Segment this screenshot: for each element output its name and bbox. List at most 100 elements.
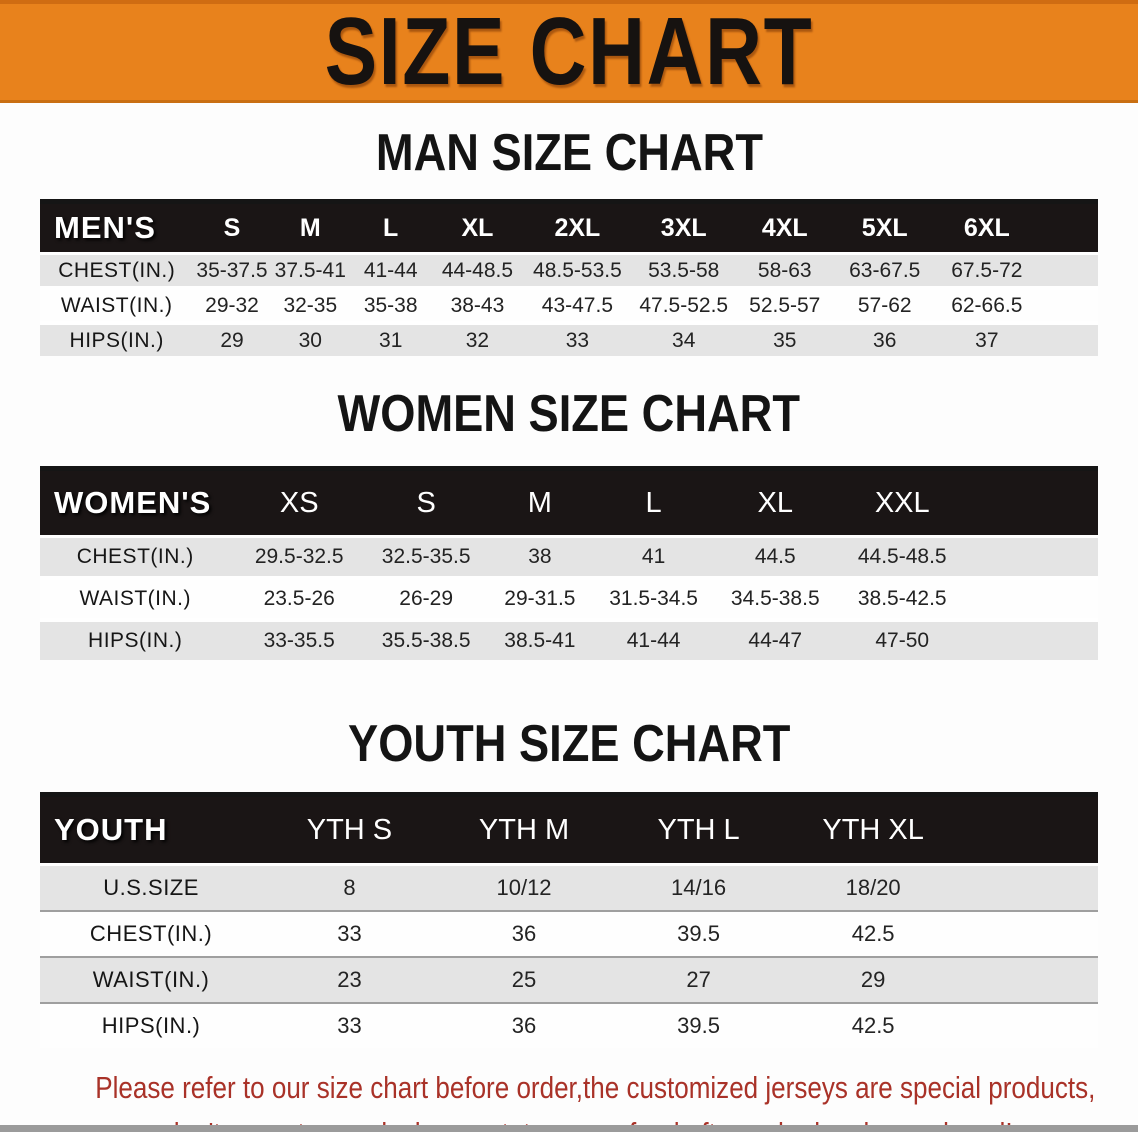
women-row-hips-in: HIPS(IN.) 33-35.5 35.5-38.5 38.5-41 41-44 44-… bbox=[40, 618, 1098, 660]
men-corner-label: MEN'S bbox=[40, 200, 194, 254]
men-row-label-waist-in: WAIST(IN.) bbox=[40, 286, 194, 323]
women-header-filler bbox=[965, 467, 1098, 537]
youth-chest-in-yth-xl: 42.5 bbox=[785, 910, 961, 957]
women-chest-in-xxl: 44.5-48.5 bbox=[838, 535, 966, 578]
men-hips-in-l: 31 bbox=[349, 321, 432, 356]
men-hips-in-6xl: 37 bbox=[936, 321, 1038, 356]
men-chest-in-xl: 44-48.5 bbox=[431, 252, 524, 288]
women-row-chest-in: CHEST(IN.) 29.5-32.5 32.5-35.5 38 41 44.5 44.5… bbox=[40, 535, 1098, 578]
women-waist-in-xs: 23.5-26 bbox=[230, 576, 368, 620]
men-hips-in-m: 30 bbox=[270, 321, 350, 356]
men-hips-in-xl: 32 bbox=[431, 321, 524, 356]
youth-waist-in-yth-l: 27 bbox=[611, 956, 786, 1003]
women-waist-in-m: 29-31.5 bbox=[484, 576, 596, 620]
men-row-label-chest-in: CHEST(IN.) bbox=[40, 252, 194, 288]
men-col-header-2xl: 2XL bbox=[523, 200, 632, 254]
men-row-filler bbox=[1037, 252, 1098, 288]
men-hips-in-5xl: 36 bbox=[833, 321, 937, 356]
youth-row-label-chest-in: CHEST(IN.) bbox=[40, 910, 263, 957]
youth-hips-in-yth-xl: 42.5 bbox=[785, 1002, 961, 1048]
youth-section-heading-text: YOUTH SIZE CHART bbox=[347, 715, 791, 773]
disclaimer-line-1: Please refer to our size chart before or… bbox=[0, 1068, 1138, 1114]
men-section-heading: MAN SIZE CHART bbox=[0, 125, 1138, 181]
women-chest-in-l: 41 bbox=[595, 535, 712, 578]
disclaimer: Please refer to our size chart before or… bbox=[0, 1068, 1138, 1132]
youth-hips-in-yth-s: 33 bbox=[262, 1002, 437, 1048]
women-row-filler bbox=[965, 576, 1098, 620]
youth-row-filler bbox=[960, 956, 1098, 1003]
youth-chest-in-yth-l: 39.5 bbox=[611, 910, 786, 957]
men-col-header-s: S bbox=[193, 200, 271, 254]
men-row-hips-in: HIPS(IN.) 29 30 31 32 33 34 35 36 37 bbox=[40, 321, 1098, 356]
women-waist-in-l: 31.5-34.5 bbox=[595, 576, 712, 620]
women-col-header-s: S bbox=[367, 467, 485, 537]
men-waist-in-6xl: 62-66.5 bbox=[936, 286, 1038, 323]
women-chest-in-xs: 29.5-32.5 bbox=[230, 535, 368, 578]
men-row-label-hips-in: HIPS(IN.) bbox=[40, 321, 194, 356]
men-chest-in-3xl: 53.5-58 bbox=[631, 252, 737, 288]
women-row-filler bbox=[965, 618, 1098, 660]
women-row-filler bbox=[965, 535, 1098, 578]
men-waist-in-5xl: 57-62 bbox=[833, 286, 937, 323]
youth-section-heading: YOUTH SIZE CHART bbox=[0, 716, 1138, 772]
youth-row-hips-in: HIPS(IN.) 33 36 39.5 42.5 bbox=[40, 1002, 1098, 1048]
youth-size-table: YOUTH YTH S YTH M YTH L YTH XL U.S.SIZE 8 10/12… bbox=[40, 792, 1098, 1048]
men-chest-in-m: 37.5-41 bbox=[270, 252, 350, 288]
women-row-label-hips-in: HIPS(IN.) bbox=[40, 618, 231, 660]
youth-corner-label: YOUTH bbox=[40, 793, 263, 865]
men-chest-in-l: 41-44 bbox=[349, 252, 432, 288]
men-hips-in-4xl: 35 bbox=[736, 321, 834, 356]
men-chest-in-2xl: 48.5-53.5 bbox=[523, 252, 632, 288]
men-waist-in-xl: 38-43 bbox=[431, 286, 524, 323]
youth-header-filler bbox=[960, 793, 1098, 865]
women-hips-in-xl: 44-47 bbox=[711, 618, 839, 660]
youth-waist-in-yth-xl: 29 bbox=[785, 956, 961, 1003]
women-col-header-xs: XS bbox=[230, 467, 368, 537]
women-size-table: WOMEN'S XS S M L XL XXL CHEST(IN.) 29.5-32.5 32.5… bbox=[40, 466, 1098, 660]
men-size-table: MEN'S S M L XL 2XL 3XL 4XL 5XL 6XL CHEST(IN.) 35-37… bbox=[40, 199, 1098, 356]
men-col-header-m: M bbox=[270, 200, 350, 254]
men-row-filler bbox=[1037, 286, 1098, 323]
women-hips-in-xxl: 47-50 bbox=[838, 618, 966, 660]
men-waist-in-3xl: 47.5-52.5 bbox=[631, 286, 737, 323]
women-hips-in-s: 35.5-38.5 bbox=[367, 618, 485, 660]
men-hips-in-3xl: 34 bbox=[631, 321, 737, 356]
men-waist-in-l: 35-38 bbox=[349, 286, 432, 323]
men-col-header-4xl: 4XL bbox=[736, 200, 834, 254]
size-chart-banner: SIZE CHART bbox=[0, 0, 1138, 103]
youth-waist-in-yth-s: 23 bbox=[262, 956, 437, 1003]
youth-row-filler bbox=[960, 863, 1098, 911]
men-waist-in-4xl: 52.5-57 bbox=[736, 286, 834, 323]
youth-col-header-yth-s: YTH S bbox=[262, 793, 437, 865]
men-header-filler bbox=[1037, 200, 1098, 254]
women-row-waist-in: WAIST(IN.) 23.5-26 26-29 29-31.5 31.5-34.5 34… bbox=[40, 576, 1098, 620]
men-chest-in-6xl: 67.5-72 bbox=[936, 252, 1038, 288]
women-col-header-xxl: XXL bbox=[838, 467, 966, 537]
women-waist-in-xl: 34.5-38.5 bbox=[711, 576, 839, 620]
men-chest-in-4xl: 58-63 bbox=[736, 252, 834, 288]
youth-chest-in-yth-m: 36 bbox=[436, 910, 612, 957]
women-corner-label: WOMEN'S bbox=[40, 467, 231, 537]
women-col-header-m: M bbox=[484, 467, 596, 537]
youth-u-s-size-yth-s: 8 bbox=[262, 863, 437, 911]
women-chest-in-m: 38 bbox=[484, 535, 596, 578]
youth-col-header-yth-xl: YTH XL bbox=[785, 793, 961, 865]
women-hips-in-l: 41-44 bbox=[595, 618, 712, 660]
disclaimer-line-1-text: Please refer to our size chart before or… bbox=[95, 1070, 1096, 1105]
men-col-header-3xl: 3XL bbox=[631, 200, 737, 254]
women-waist-in-s: 26-29 bbox=[367, 576, 485, 620]
women-waist-in-xxl: 38.5-42.5 bbox=[838, 576, 966, 620]
men-section-heading-text: MAN SIZE CHART bbox=[375, 124, 763, 182]
youth-chest-in-yth-s: 33 bbox=[262, 910, 437, 957]
youth-waist-in-yth-m: 25 bbox=[436, 956, 612, 1003]
men-chest-in-s: 35-37.5 bbox=[193, 252, 271, 288]
women-section-heading-text: WOMEN SIZE CHART bbox=[337, 385, 801, 443]
youth-row-label-waist-in: WAIST(IN.) bbox=[40, 956, 263, 1003]
women-section-heading: WOMEN SIZE CHART bbox=[0, 386, 1138, 442]
youth-u-s-size-yth-l: 14/16 bbox=[611, 863, 786, 911]
men-waist-in-s: 29-32 bbox=[193, 286, 271, 323]
youth-hips-in-yth-m: 36 bbox=[436, 1002, 612, 1048]
women-row-label-chest-in: CHEST(IN.) bbox=[40, 535, 231, 578]
men-col-header-6xl: 6XL bbox=[936, 200, 1038, 254]
